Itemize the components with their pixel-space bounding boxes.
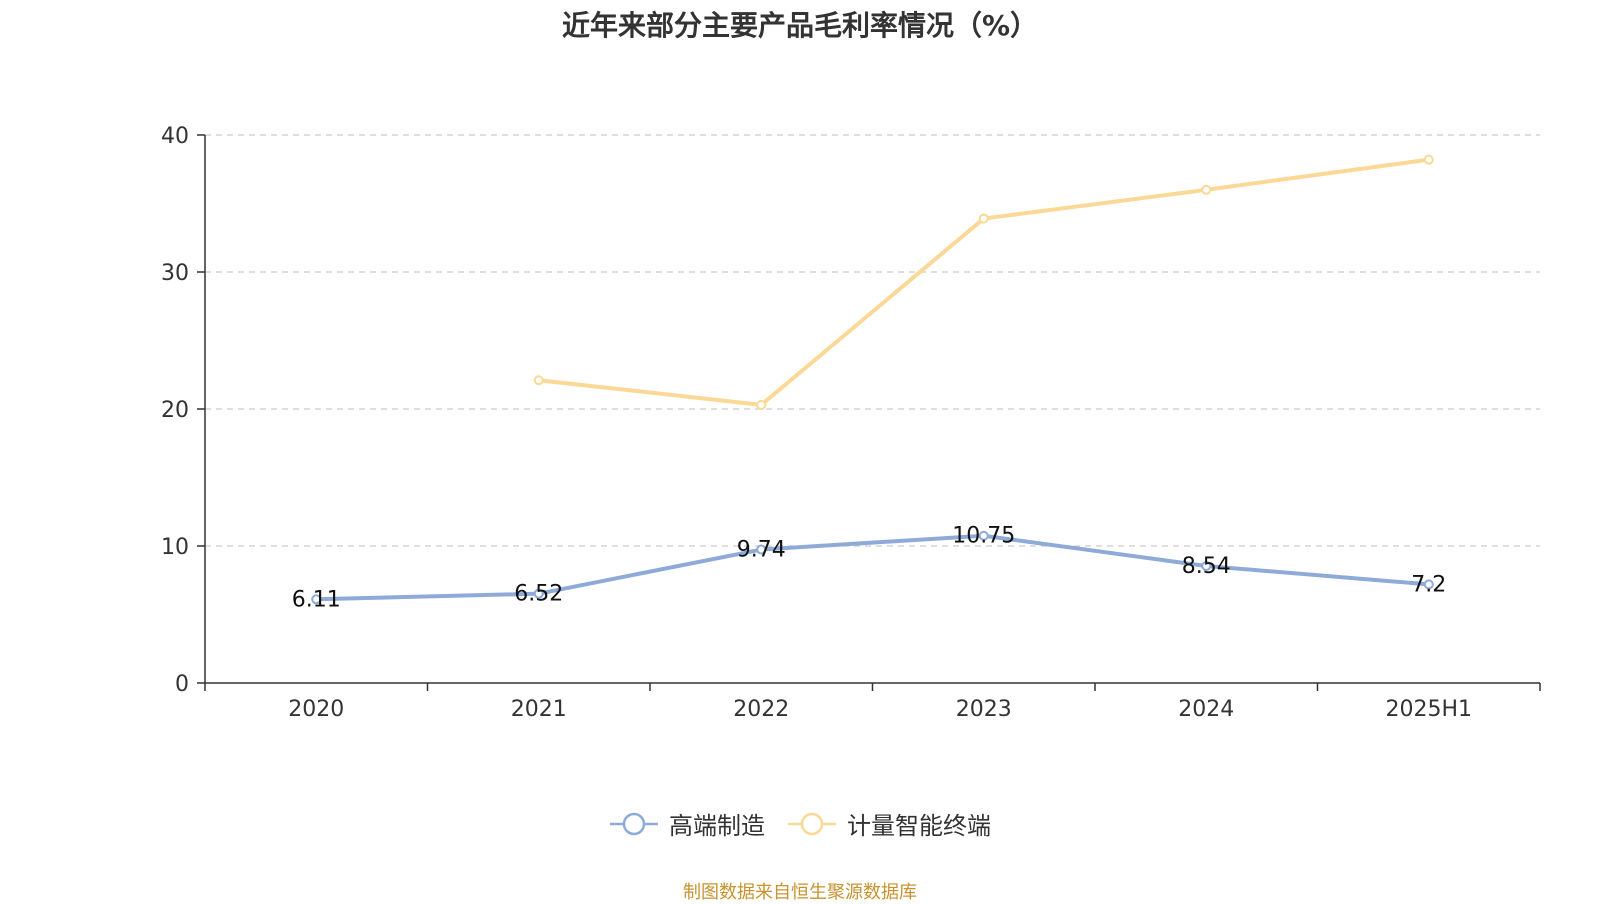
series-lines [311,154,1434,605]
data-point [978,530,989,541]
data-label: 6.52 [514,582,563,607]
data-point [1423,579,1434,590]
legend-item[interactable]: 高端制造 [609,806,765,841]
data-point [756,399,767,410]
data-point [1201,184,1212,195]
legend-label: 高端制造 [669,812,765,840]
series-line-0 [316,533,1429,602]
data-point [756,544,767,555]
data-label: 10.75 [952,524,1015,549]
x-tick-label: 2023 [956,697,1012,722]
y-tick-label: 10 [161,535,189,560]
x-tick-label: 2022 [733,697,789,722]
y-tick-label: 20 [161,398,189,423]
x-tick-label: 2021 [511,697,567,722]
y-tick-label: 40 [161,124,189,149]
series-line-1 [538,157,1430,407]
legend-swatch-icon [788,812,836,835]
chart-title: 近年来部分主要产品毛利率情况（%） [561,9,1039,42]
x-tick-label: 2025H1 [1385,697,1472,722]
legend-swatch-icon [610,812,658,835]
data-point [533,588,544,599]
y-tick-label: 0 [175,672,189,697]
data-label: 9.74 [737,538,786,563]
data-point [1423,154,1434,165]
data-label: 6.11 [292,587,341,612]
x-tick-label: 2024 [1178,697,1234,722]
grid-lines [205,134,1540,547]
legend: 高端制造 计量智能终端 [0,806,1600,841]
legend-item[interactable]: 计量智能终端 [787,806,991,841]
legend-label: 计量智能终端 [847,812,991,840]
data-label: 8.54 [1182,554,1231,579]
x-tick-label: 2020 [288,697,344,722]
data-labels: 6.11 6.52 9.74 10.75 8.54 7.2 [292,524,1446,613]
source-note: 制图数据来自恒生聚源数据库 [683,882,917,903]
y-tick-label: 30 [161,261,189,286]
data-label: 7.2 [1411,572,1446,597]
data-point [311,594,322,605]
axes: 0 10 20 30 40 2020 2021 2022 2023 2024 2025H1 [161,124,1541,722]
data-point [1201,561,1212,572]
data-point [978,213,989,224]
data-point [533,375,544,386]
